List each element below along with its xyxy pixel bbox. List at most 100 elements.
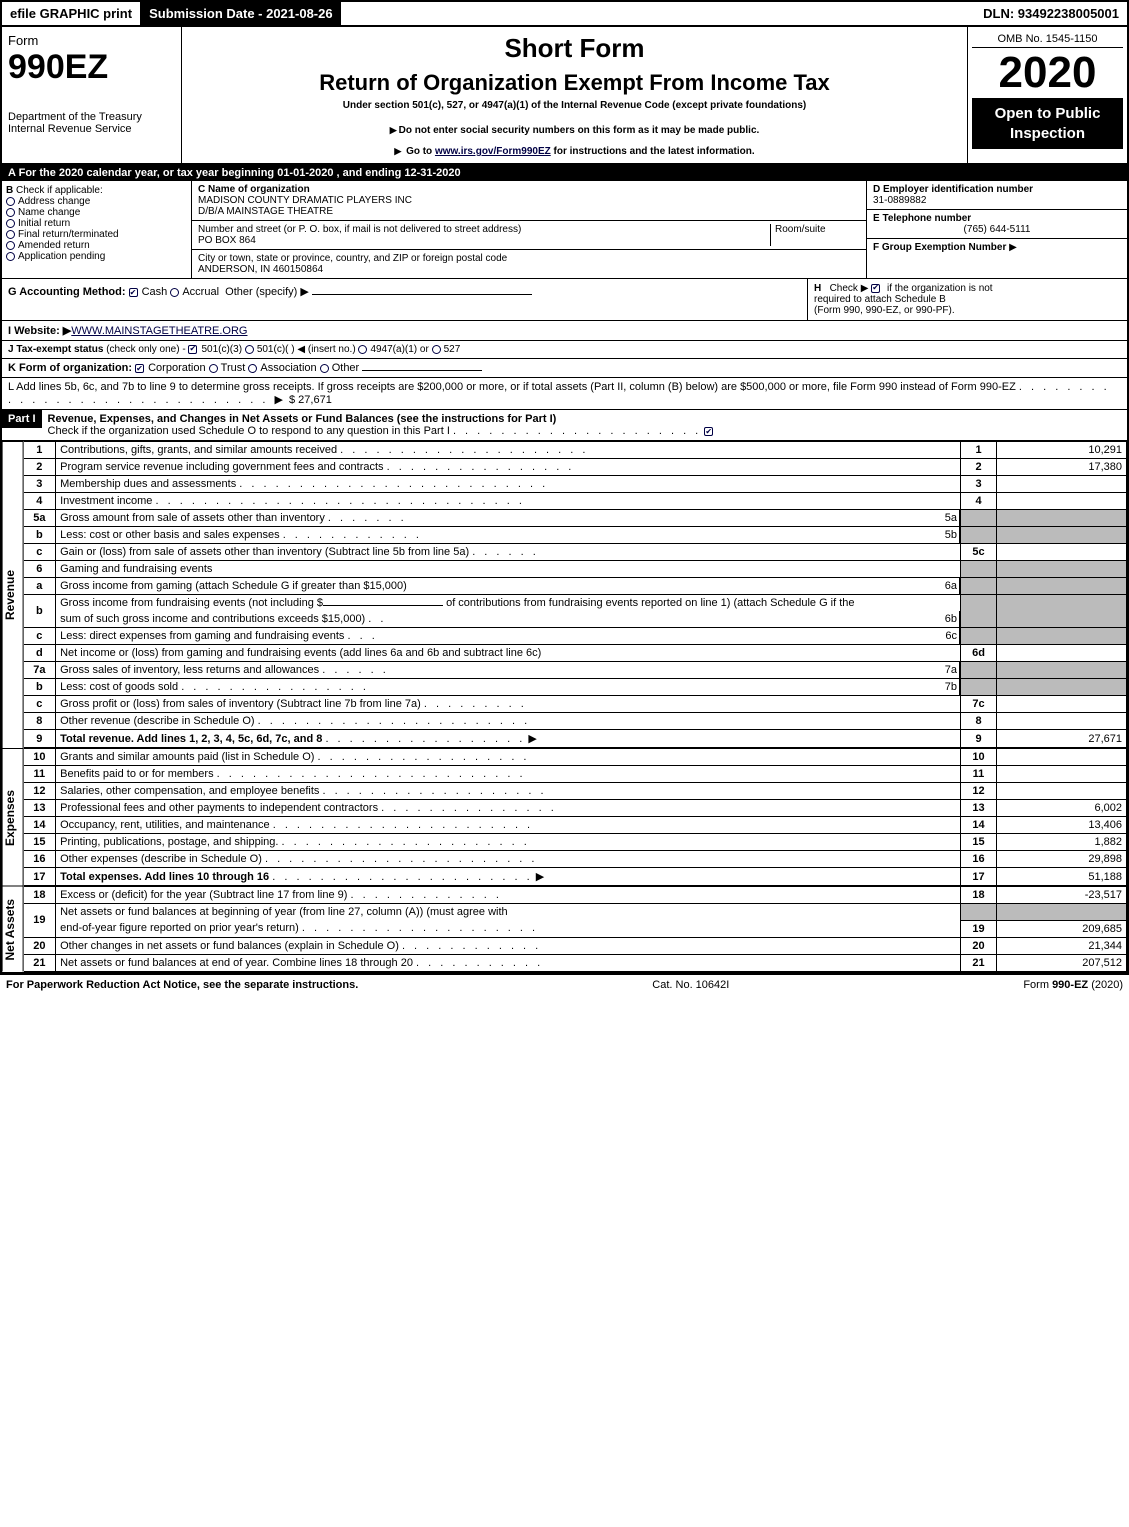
line7a-text: Gross sales of inventory, less returns a…	[60, 664, 319, 676]
line9-amt: 27,671	[997, 730, 1127, 748]
initial-return-radio[interactable]	[6, 219, 15, 228]
accrual-label: Accrual	[182, 286, 219, 298]
i-website-label: I Website: ▶	[8, 325, 71, 337]
expenses-section: Expenses 10Grants and similar amounts pa…	[2, 748, 1127, 886]
line16-text: Other expenses (describe in Schedule O)	[60, 853, 262, 865]
line6d-text: Net income or (loss) from gaming and fun…	[56, 645, 961, 662]
line7c-text: Gross profit or (loss) from sales of inv…	[60, 698, 421, 710]
netassets-table: 18Excess or (deficit) for the year (Subt…	[24, 886, 1127, 972]
line19-text2: end-of-year figure reported on prior yea…	[60, 922, 299, 934]
line3-amt	[997, 476, 1127, 493]
goto-line: Go to www.irs.gov/Form990EZ for instruct…	[188, 146, 961, 157]
line21-amt: 207,512	[997, 954, 1127, 971]
cash-checkbox[interactable]	[129, 288, 138, 297]
line6-text: Gaming and fundraising events	[56, 561, 961, 578]
amended-radio[interactable]	[6, 241, 15, 250]
part1-schedule-o-checkbox[interactable]	[704, 427, 713, 436]
g-label: G Accounting Method:	[8, 286, 126, 298]
h-txt3: required to attach Schedule B	[814, 294, 946, 305]
line5b-text: Less: cost or other basis and sales expe…	[60, 529, 280, 541]
form-header: Form 990EZ Department of the Treasury In…	[2, 27, 1127, 165]
line11-amt	[997, 766, 1127, 783]
ein-value: 31-0889882	[873, 195, 926, 206]
527-radio[interactable]	[432, 345, 441, 354]
501c3-checkbox[interactable]	[188, 345, 197, 354]
final-return-label: Final return/terminated	[18, 229, 119, 240]
line5c-amt	[997, 544, 1127, 561]
501c-label: 501(c)( )	[257, 344, 295, 355]
4947-radio[interactable]	[358, 345, 367, 354]
org-dba: D/B/A MAINSTAGE THEATRE	[198, 206, 333, 217]
subtitle: Under section 501(c), 527, or 4947(a)(1)…	[188, 100, 961, 111]
omb-number: OMB No. 1545-1150	[972, 31, 1123, 48]
k-label: K Form of organization:	[8, 362, 132, 374]
goto-link[interactable]: www.irs.gov/Form990EZ	[435, 146, 551, 157]
efile-print-button[interactable]: efile GRAPHIC print	[2, 2, 141, 25]
h-label: H	[814, 283, 821, 294]
addr-change-radio[interactable]	[6, 197, 15, 206]
submission-date-button[interactable]: Submission Date - 2021-08-26	[141, 2, 341, 25]
j-note: (check only one) -	[106, 344, 185, 355]
initial-return-label: Initial return	[18, 218, 70, 229]
final-return-radio[interactable]	[6, 230, 15, 239]
line20-amt: 21,344	[997, 937, 1127, 954]
netassets-section: Net Assets 18Excess or (deficit) for the…	[2, 886, 1127, 972]
line14-amt: 13,406	[997, 817, 1127, 834]
tax-year: 2020	[972, 48, 1123, 98]
dln-label: DLN: 93492238005001	[975, 2, 1127, 25]
line3-text: Membership dues and assessments	[60, 478, 236, 490]
line6b-text2: of contributions from fundraising events…	[446, 597, 854, 609]
app-pending-radio[interactable]	[6, 252, 15, 261]
website-link[interactable]: WWW.MAINSTAGETHEATRE.ORG	[71, 325, 247, 337]
line8-amt	[997, 713, 1127, 730]
goto-pre: Go to	[406, 146, 435, 157]
527-label: 527	[444, 344, 461, 355]
org-address: PO BOX 864	[198, 235, 256, 246]
accrual-radio[interactable]	[170, 288, 179, 297]
line6c-text: Less: direct expenses from gaming and fu…	[60, 630, 344, 642]
trust-label: Trust	[221, 362, 246, 374]
name-change-radio[interactable]	[6, 208, 15, 217]
dept-treasury: Department of the Treasury	[8, 111, 175, 123]
f-arrow-icon: ▶	[1009, 242, 1017, 253]
line10-amt	[997, 749, 1127, 766]
line5a-text: Gross amount from sale of assets other t…	[60, 512, 325, 524]
corp-checkbox[interactable]	[135, 364, 144, 373]
other-org-radio[interactable]	[320, 364, 329, 373]
form-container: Form 990EZ Department of the Treasury In…	[0, 25, 1129, 974]
h-checkbox[interactable]	[871, 284, 880, 293]
501c-radio[interactable]	[245, 345, 254, 354]
trust-radio[interactable]	[209, 364, 218, 373]
cat-no: Cat. No. 10642I	[652, 979, 729, 991]
4947-label: 4947(a)(1) or	[370, 344, 428, 355]
line6a-text: Gross income from gaming (attach Schedul…	[56, 578, 943, 594]
line1-amt: 10,291	[997, 442, 1127, 459]
expenses-table: 10Grants and similar amounts paid (list …	[24, 748, 1127, 886]
f-group-label: F Group Exemption Number	[873, 242, 1006, 253]
revenue-section: Revenue 1Contributions, gifts, grants, a…	[2, 441, 1127, 748]
org-city: ANDERSON, IN 460150864	[198, 264, 323, 275]
line8-text: Other revenue (describe in Schedule O)	[60, 715, 254, 727]
line15-amt: 1,882	[997, 834, 1127, 851]
part1-label: Part I	[2, 410, 42, 428]
assoc-radio[interactable]	[248, 364, 257, 373]
line6b-text1: Gross income from fundraising events (no…	[60, 597, 323, 609]
line13-amt: 6,002	[997, 800, 1127, 817]
h-txt4: (Form 990, 990-EZ, or 990-PF).	[814, 305, 955, 316]
revenue-table: 1Contributions, gifts, grants, and simil…	[24, 441, 1127, 748]
e-phone-label: E Telephone number	[873, 213, 971, 224]
amended-label: Amended return	[18, 240, 90, 251]
line19-text1: Net assets or fund balances at beginning…	[56, 904, 961, 921]
line5c-text: Gain or (loss) from sale of assets other…	[60, 546, 469, 558]
line2-amt: 17,380	[997, 459, 1127, 476]
line19-amt: 209,685	[997, 920, 1127, 937]
page-footer: For Paperwork Reduction Act Notice, see …	[0, 974, 1129, 995]
phone-value: (765) 644-5111	[873, 224, 1121, 235]
line7c-amt	[997, 696, 1127, 713]
line7b-text: Less: cost of goods sold	[60, 681, 178, 693]
other-org-label: Other	[332, 362, 360, 374]
goto-post: for instructions and the latest informat…	[554, 146, 755, 157]
line18-amt: -23,517	[997, 887, 1127, 904]
part1-title: Revenue, Expenses, and Changes in Net As…	[48, 413, 557, 425]
corp-label: Corporation	[148, 362, 205, 374]
